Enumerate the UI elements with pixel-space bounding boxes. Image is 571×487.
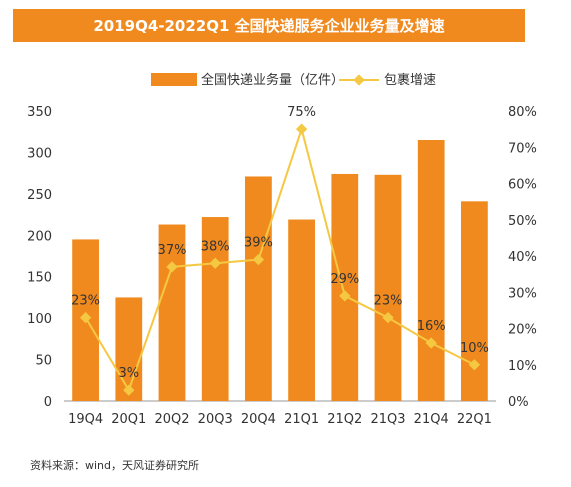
y-right-tick-label: 40% <box>508 250 537 265</box>
x-tick-label: 19Q4 <box>68 412 103 427</box>
bar <box>115 297 143 401</box>
x-tick-label: 20Q4 <box>241 412 276 427</box>
legend: 全国快递业务量（亿件） 包裹增速 <box>151 72 436 88</box>
growth-data-label: 16% <box>417 319 446 334</box>
bar <box>461 201 488 401</box>
x-tick-label: 20Q3 <box>198 412 233 427</box>
legend-bar-swatch <box>151 73 197 86</box>
x-tick-label: 20Q2 <box>154 412 189 427</box>
growth-point <box>209 257 221 269</box>
growth-point <box>166 261 178 273</box>
x-tick-label: 22Q1 <box>457 412 492 427</box>
y-left-tick-label: 300 <box>27 146 52 161</box>
x-tick-label: 21Q2 <box>327 412 362 427</box>
y-right-tick-label: 20% <box>508 323 537 338</box>
y-left-tick-label: 150 <box>27 271 52 286</box>
growth-data-label: 3% <box>118 366 139 381</box>
x-tick-label: 21Q4 <box>414 412 449 427</box>
growth-point <box>425 337 437 349</box>
source-note: 资料来源：wind，天风证券研究所 <box>30 459 200 472</box>
y-right-tick-label: 70% <box>508 141 537 156</box>
y-right-tick-label: 50% <box>508 214 537 229</box>
growth-data-label: 37% <box>158 243 187 258</box>
legend-line-marker <box>353 74 365 86</box>
y-left-tick-label: 0 <box>44 395 52 410</box>
growth-data-label: 10% <box>460 341 489 356</box>
bar <box>245 176 272 401</box>
y-right-tick-label: 80% <box>508 105 537 120</box>
y-right-tick-label: 60% <box>508 178 537 193</box>
y-left-tick-label: 200 <box>27 229 52 244</box>
growth-point <box>468 359 481 371</box>
growth-point <box>382 311 394 324</box>
y-right-tick-label: 10% <box>508 359 537 374</box>
growth-data-label: 75% <box>287 105 316 120</box>
growth-point <box>295 123 308 135</box>
growth-data-label: 39% <box>244 236 273 251</box>
growth-data-label: 23% <box>71 294 100 309</box>
growth-data-label: 23% <box>374 294 403 309</box>
y-left-tick-label: 250 <box>27 188 52 203</box>
x-tick-label: 20Q1 <box>111 412 146 427</box>
y-left-tick-label: 350 <box>27 105 52 120</box>
growth-data-label: 29% <box>330 272 359 287</box>
y-left-tick-label: 100 <box>27 312 52 327</box>
y-left-tick-label: 50 <box>35 354 52 369</box>
growth-line <box>84 125 475 393</box>
bar <box>331 173 359 401</box>
growth-point <box>339 290 351 302</box>
x-tick-label: 21Q3 <box>370 412 405 427</box>
growth-point <box>252 253 265 266</box>
chart-title: 2019Q4-2022Q1 全国快递服务企业业务量及增速 <box>13 9 525 42</box>
bar <box>201 217 229 401</box>
legend-bar-label: 全国快递业务量（亿件） <box>201 72 344 88</box>
growth-data-label: 38% <box>201 239 230 254</box>
bar <box>374 174 402 401</box>
bar <box>417 140 445 401</box>
legend-line-label: 包裹增速 <box>384 73 436 88</box>
y-right-tick-label: 30% <box>508 286 537 301</box>
x-tick-label: 21Q1 <box>284 412 319 427</box>
y-right-tick-label: 0% <box>508 395 529 410</box>
bar <box>158 224 186 401</box>
bar <box>288 219 315 401</box>
